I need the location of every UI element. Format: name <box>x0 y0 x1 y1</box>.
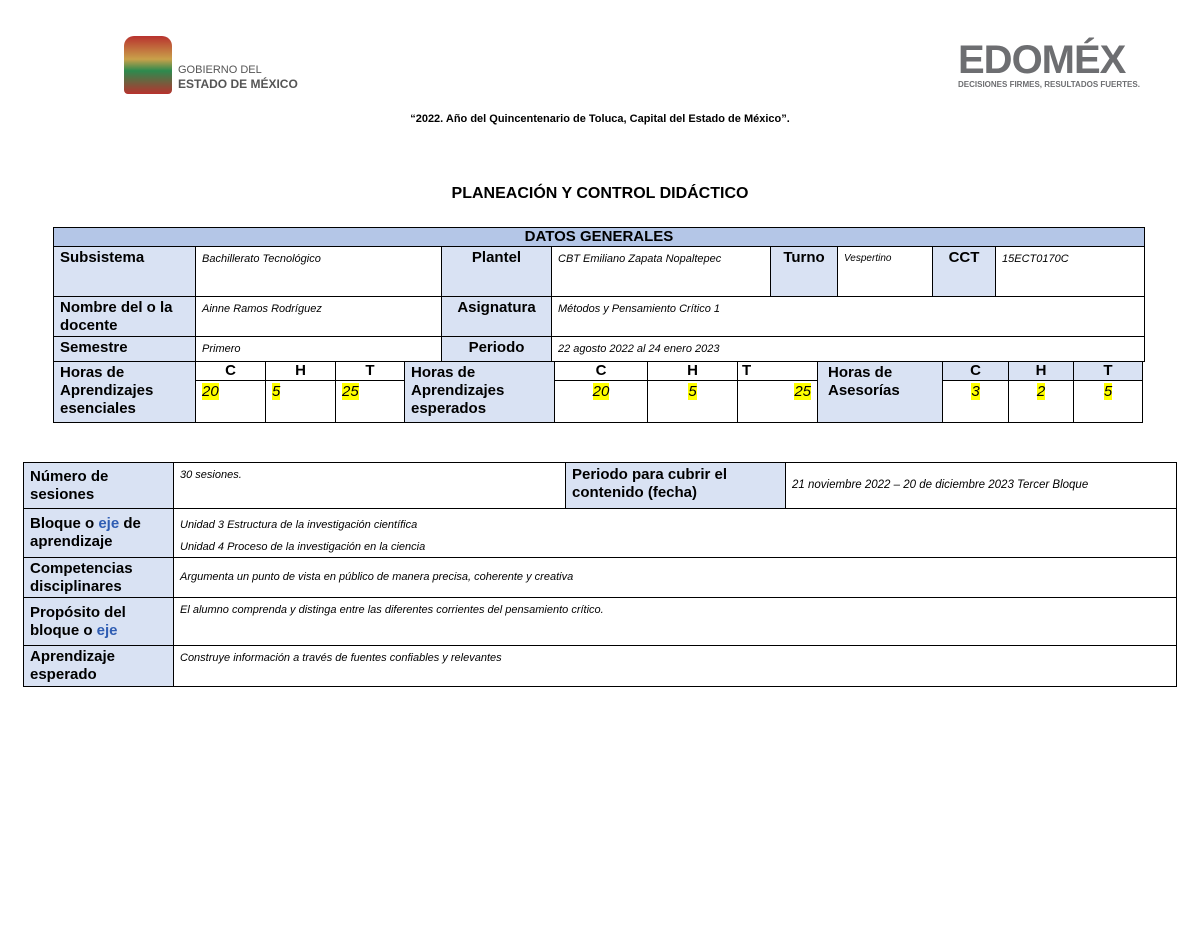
docente-value: Ainne Ramos Rodríguez <box>195 296 442 337</box>
aprendizaje-label: Aprendizaje esperado <box>23 645 174 687</box>
esperados-c: 20 <box>592 383 610 400</box>
bloque-label: Bloque o eje de aprendizaje <box>23 508 174 558</box>
datos-generales-heading: DATOS GENERALES <box>53 227 1145 247</box>
cct-label: CCT <box>932 246 996 297</box>
cct-value: 15ECT0170C <box>995 246 1145 297</box>
bloque-unidad-3: Unidad 3 Estructura de la investigación … <box>180 519 418 531</box>
bloque-label-eje: eje <box>98 515 120 532</box>
proposito-label-a: Propósito del bloque o <box>30 604 126 639</box>
subsistema-value: Bachillerato Tecnológico <box>195 246 442 297</box>
gov-logo-text: GOBIERNO DEL ESTADO DE MÉXICO <box>178 64 298 91</box>
competencias-label: Competencias disciplinares <box>23 557 174 598</box>
asesorias-c-value: 3 <box>942 380 1009 423</box>
asesorias-t: 5 <box>1103 383 1113 400</box>
esperados-c-value: 20 <box>554 380 648 423</box>
asesorias-label: Horas de Asesorías <box>817 361 943 423</box>
esperados-label: Horas de Aprendizajes esperados <box>404 361 555 423</box>
bloque-label-a: Bloque o <box>30 515 99 532</box>
esperados-h-header: H <box>647 361 738 381</box>
motto: “2022. Año del Quincentenario de Toluca,… <box>410 113 790 125</box>
sesiones-label: Número de sesiones <box>23 462 174 509</box>
periodo-contenido-label: Periodo para cubrir el contenido (fecha) <box>565 462 786 509</box>
esperados-t-header: T <box>737 361 818 381</box>
competencias-value: Argumenta un punto de vista en público d… <box>173 557 1177 598</box>
esenciales-c-header: C <box>195 361 266 381</box>
semestre-value: Primero <box>195 336 442 362</box>
turno-value: Vespertino <box>837 246 933 297</box>
esenciales-c: 20 <box>202 383 219 400</box>
esenciales-t: 25 <box>342 383 359 400</box>
esperados-t-value: 25 <box>737 380 818 423</box>
turno-label: Turno <box>770 246 838 297</box>
asesorias-c: 3 <box>971 383 980 400</box>
esperados-c-header: C <box>554 361 648 381</box>
esenciales-h-value: 5 <box>265 380 336 423</box>
esenciales-t-value: 25 <box>335 380 405 423</box>
esperados-t: 25 <box>794 383 811 400</box>
asesorias-h-value: 2 <box>1008 380 1074 423</box>
aprendizaje-value: Construye información a través de fuente… <box>173 645 1177 687</box>
periodo-label: Periodo <box>441 336 552 362</box>
periodo-contenido-value: 21 noviembre 2022 – 20 de diciembre 2023… <box>785 462 1177 509</box>
subsistema-label: Subsistema <box>53 246 196 297</box>
esenciales-label: Horas de Aprendizajes esenciales <box>53 361 196 423</box>
sesiones-value: 30 sesiones. <box>173 462 566 509</box>
esenciales-t-header: T <box>335 361 405 381</box>
asesorias-t-header: T <box>1073 361 1143 381</box>
docente-label: Nombre del o la docente <box>53 296 196 337</box>
asesorias-c-header: C <box>942 361 1009 381</box>
edomex-slogan: DECISIONES FIRMES, RESULTADOS FUERTES. <box>958 80 1140 89</box>
periodo-value: 22 agosto 2022 al 24 enero 2023 <box>551 336 1145 362</box>
esperados-h: 5 <box>688 383 697 400</box>
asignatura-value: Métodos y Pensamiento Crítico 1 <box>551 296 1145 337</box>
asesorias-t-value: 5 <box>1073 380 1143 423</box>
proposito-label: Propósito del bloque o eje <box>23 597 174 646</box>
edomex-logo: EDOMÉX <box>958 38 1126 82</box>
esenciales-c-value: 20 <box>195 380 266 423</box>
bloque-unidad-4: Unidad 4 Proceso de la investigación en … <box>180 541 426 553</box>
plantel-label: Plantel <box>441 246 552 297</box>
semestre-label: Semestre <box>53 336 196 362</box>
asignatura-label: Asignatura <box>441 296 552 337</box>
page-title: PLANEACIÓN Y CONTROL DIDÁCTICO <box>451 185 749 202</box>
esenciales-h-header: H <box>265 361 336 381</box>
asesorias-h: 2 <box>1036 383 1046 400</box>
asesorias-h-header: H <box>1008 361 1074 381</box>
bloque-value: Unidad 3 Estructura de la investigación … <box>173 508 1177 558</box>
proposito-label-eje: eje <box>96 622 118 639</box>
plantel-value: CBT Emiliano Zapata Nopaltepec <box>551 246 771 297</box>
bloque-label-b: de aprendizaje <box>30 515 141 550</box>
proposito-value: El alumno comprenda y distinga entre las… <box>173 597 1177 646</box>
government-seal-logo <box>124 36 172 94</box>
esenciales-h: 5 <box>272 383 281 400</box>
esperados-h-value: 5 <box>647 380 738 423</box>
